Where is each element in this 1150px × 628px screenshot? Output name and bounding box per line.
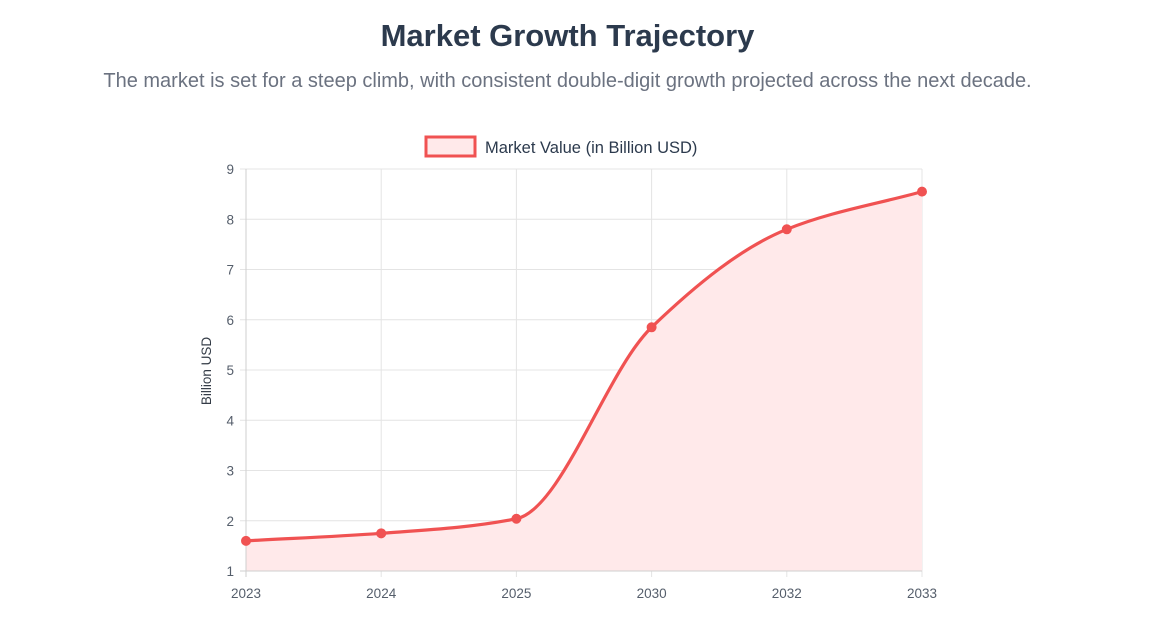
y-tick-label: 1	[226, 564, 234, 579]
x-tick-label: 2024	[366, 586, 397, 601]
data-point[interactable]	[781, 224, 792, 235]
legend[interactable]: Market Value (in Billion USD)	[424, 135, 697, 158]
y-axis-title: Billion USD	[199, 337, 214, 406]
data-point[interactable]	[376, 528, 387, 539]
legend-label[interactable]: Market Value (in Billion USD)	[485, 139, 697, 157]
data-point[interactable]	[646, 322, 657, 333]
area-fill	[246, 191, 922, 572]
tick-labels: 1 2 3 4 5 6 7 8 9 2023 2024 2025 2030 2032 2033	[226, 162, 937, 601]
y-tick-label: 6	[226, 313, 234, 328]
y-tick-label: 2	[226, 514, 234, 529]
y-tick-label: 8	[226, 212, 234, 227]
page-title: Market Growth Trajectory	[380, 18, 755, 53]
x-tick-label: 2032	[772, 586, 802, 601]
x-tick-label: 2030	[637, 586, 667, 601]
page-subtitle: The market is set for a steep climb, wit…	[103, 70, 1032, 92]
data-point[interactable]	[511, 513, 522, 524]
data-point[interactable]	[917, 186, 927, 197]
series-area	[246, 191, 922, 572]
data-point[interactable]	[241, 535, 251, 546]
y-tick-label: 3	[226, 464, 234, 479]
y-tick-label: 7	[226, 263, 234, 278]
axes	[240, 169, 922, 577]
x-tick-label: 2025	[501, 586, 531, 601]
y-tick-label: 4	[226, 413, 234, 428]
y-tick-label: 9	[226, 162, 234, 177]
legend-swatch[interactable]	[424, 135, 477, 158]
x-tick-label: 2033	[907, 586, 937, 601]
y-tick-label: 5	[226, 363, 234, 378]
x-tick-label: 2023	[231, 586, 261, 601]
data-points	[241, 186, 927, 546]
